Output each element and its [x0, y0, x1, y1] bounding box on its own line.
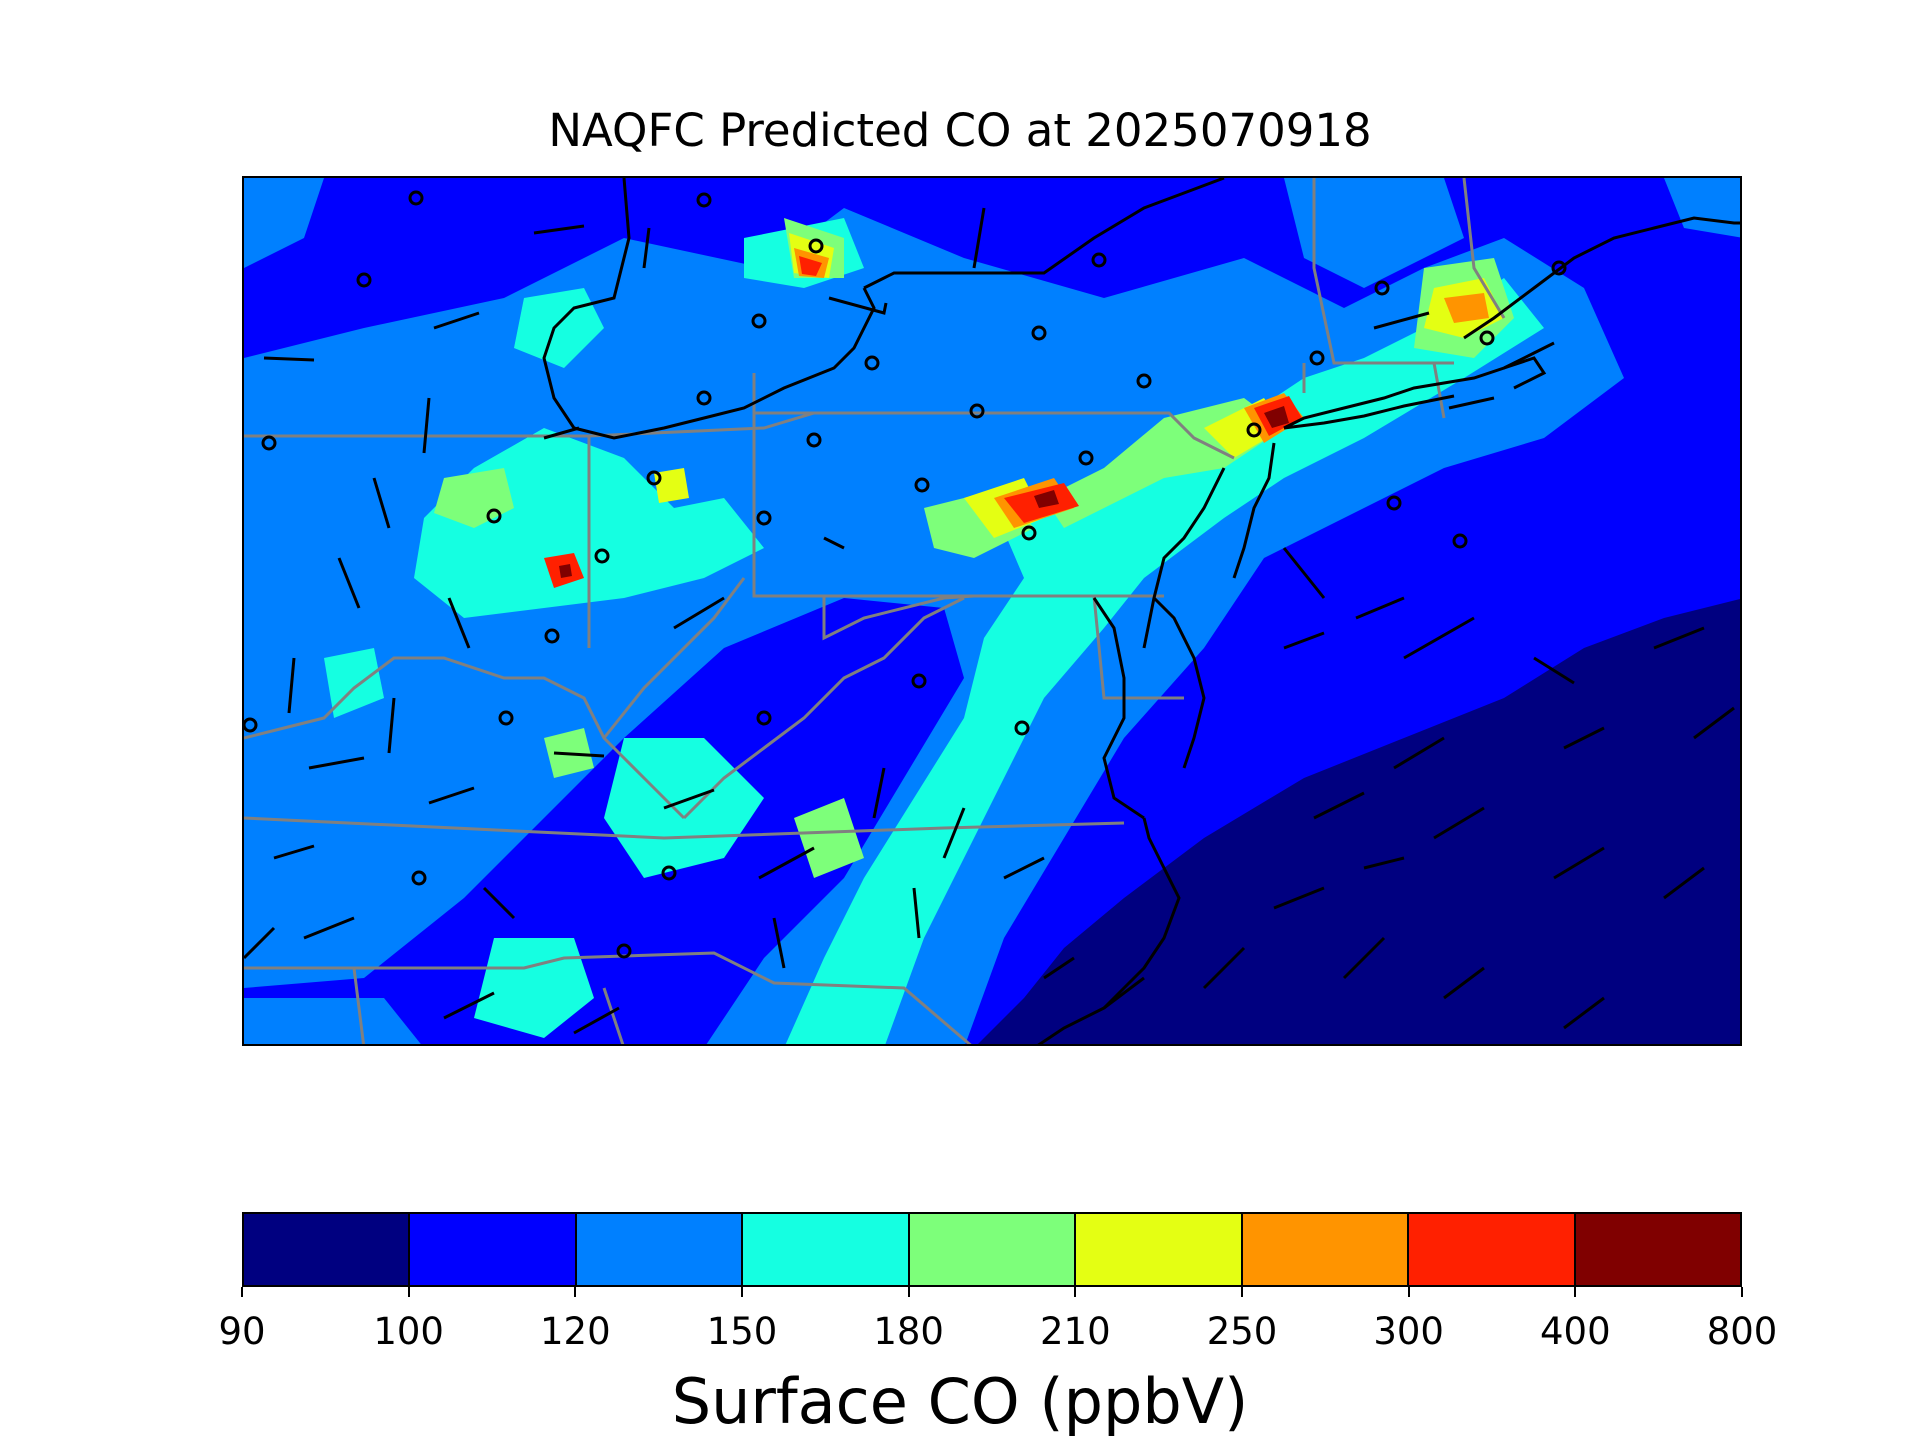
colorbar: [242, 1212, 1742, 1287]
colorbar-tick-label: 180: [873, 1310, 944, 1353]
colorbar-tick: [907, 1287, 910, 1297]
colorbar-tick: [1574, 1287, 1577, 1297]
colorbar-tick-label: 100: [373, 1310, 444, 1353]
colorbar-segment: [1242, 1214, 1410, 1285]
colorbar-segment: [1575, 1214, 1740, 1285]
colorbar-tick: [1074, 1287, 1077, 1297]
colorbar-tick-label: 300: [1373, 1310, 1444, 1353]
colorbar-segment: [244, 1214, 411, 1285]
colorbar-tick: [1741, 1287, 1743, 1297]
colorbar-segment: [909, 1214, 1077, 1285]
co-contour-400-800: [559, 406, 1289, 578]
colorbar-tick: [741, 1287, 743, 1297]
colorbar-tick-label: 800: [1706, 1310, 1778, 1353]
coastlines: [542, 178, 1740, 1044]
map-title: NAQFC Predicted CO at 2025070918: [548, 104, 1372, 157]
colorbar-tick-label: 250: [1206, 1310, 1278, 1353]
colorbar-segment: [1076, 1214, 1243, 1285]
colorbar-title: Surface CO (ppbV): [671, 1365, 1249, 1438]
colorbar-tick: [407, 1287, 410, 1297]
colorbar-tick: [1241, 1287, 1243, 1297]
map-canvas: [244, 178, 1740, 1044]
colorbar-tick-label: 400: [1540, 1310, 1611, 1353]
wind-barbs: [244, 207, 1735, 1035]
co-contour-180-210: [434, 218, 1514, 878]
colorbar-tick-label: 210: [1040, 1310, 1111, 1353]
colorbar-segment: [1409, 1214, 1576, 1285]
colorbar-tick-label: 150: [706, 1310, 778, 1353]
state-borders: [244, 178, 1506, 1044]
colorbar-tick-label: 120: [540, 1310, 611, 1353]
station-markers: [244, 190, 1567, 959]
map-panel: [242, 176, 1742, 1046]
colorbar-segment: [743, 1214, 910, 1285]
colorbar-tick: [574, 1287, 577, 1297]
colorbar-tick: [1407, 1287, 1410, 1297]
colorbar-segment: [576, 1214, 744, 1285]
colorbar-segment: [410, 1214, 577, 1285]
co-contour-90-100: [978, 599, 1740, 1044]
colorbar-tick-label: 90: [218, 1310, 266, 1353]
colorbar-tick: [241, 1287, 243, 1297]
